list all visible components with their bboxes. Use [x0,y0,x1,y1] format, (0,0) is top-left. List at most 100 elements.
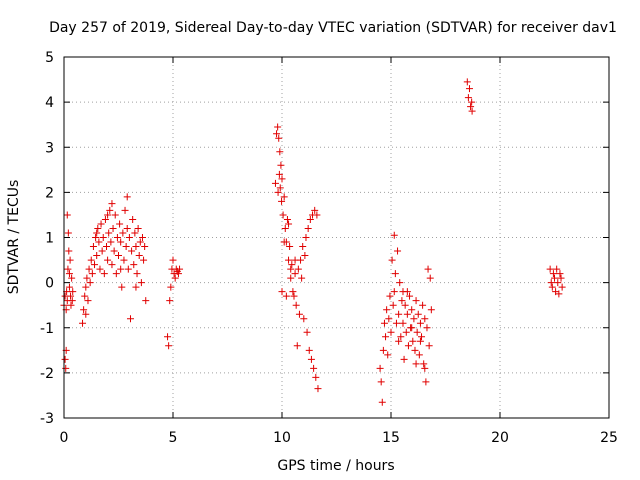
data-point [276,184,284,192]
data-point [84,297,92,305]
data-point [64,265,72,273]
data-point [67,301,75,309]
data-point [132,283,140,291]
data-point [141,243,149,251]
data-point [549,270,557,278]
data-point [305,346,313,354]
data-point [390,288,398,296]
data-point [285,256,293,264]
x-tick-label: 10 [273,430,291,446]
data-point [465,85,473,93]
data-point [275,170,283,178]
data-point [273,130,281,138]
data-point [401,301,409,309]
data-point [547,279,555,287]
data-point [395,337,403,345]
data-point [112,270,120,278]
y-tick-label: 1 [45,231,54,247]
data-point [86,279,94,287]
data-point [166,297,174,305]
data-point [119,229,127,237]
data-point [418,333,426,341]
data-point [420,360,428,368]
data-point [136,238,144,246]
data-point [129,215,137,223]
data-point [271,179,279,187]
data-point [65,270,73,278]
data-point [286,243,294,251]
data-point [118,283,126,291]
data-point [106,206,114,214]
data-point [298,274,306,282]
data-point [312,373,320,381]
data-point [91,261,99,269]
data-point [422,378,430,386]
data-point [128,247,136,255]
data-point [65,283,73,291]
data-point [277,161,285,169]
data-point [294,265,302,273]
data-point [274,123,282,131]
data-point [283,215,291,223]
data-point [398,297,406,305]
data-point [80,306,88,314]
data-point [280,193,288,201]
y-tick-label: 4 [45,95,54,111]
data-point [121,206,129,214]
data-point [388,256,396,264]
data-point [140,256,148,264]
y-tick-label: -3 [40,411,54,427]
data-point [174,270,182,278]
data-point [88,270,96,278]
data-point [404,342,412,350]
data-point [280,238,288,246]
data-point [424,265,432,273]
data-point [110,247,118,255]
data-point [89,243,97,251]
data-point [278,197,286,205]
data-point [421,364,429,372]
data-point [292,301,300,309]
data-point [107,238,115,246]
data-point [406,292,414,300]
data-point [274,188,282,196]
data-point [555,290,563,298]
data-point [285,220,293,228]
data-point [165,342,173,350]
data-point [295,310,303,318]
data-point [377,378,385,386]
data-point [311,206,319,214]
data-point [410,315,418,323]
data-point [104,211,112,219]
data-point [99,234,107,241]
data-point [386,292,394,300]
data-point [548,283,556,291]
data-point [306,215,314,223]
data-point [95,238,103,246]
data-point [380,319,388,327]
data-point [278,288,286,296]
data-point [137,279,145,287]
data-point [96,265,104,273]
data-point [81,292,89,300]
data-point [111,211,119,219]
data-point [416,337,424,345]
data-point [408,306,416,314]
data-point [103,243,111,251]
data-point [117,238,125,246]
data-point [67,292,75,300]
data-point [415,351,423,359]
data-point [557,274,565,282]
data-point [293,342,301,350]
data-point [385,315,393,323]
y-tick-label: 5 [45,50,54,66]
data-point [553,265,561,273]
data-point [412,360,420,368]
data-point [66,256,74,264]
data-point [63,211,71,219]
data-point [414,310,422,318]
data-point [554,279,562,287]
y-tick-label: 0 [45,276,54,292]
data-point [87,256,95,264]
